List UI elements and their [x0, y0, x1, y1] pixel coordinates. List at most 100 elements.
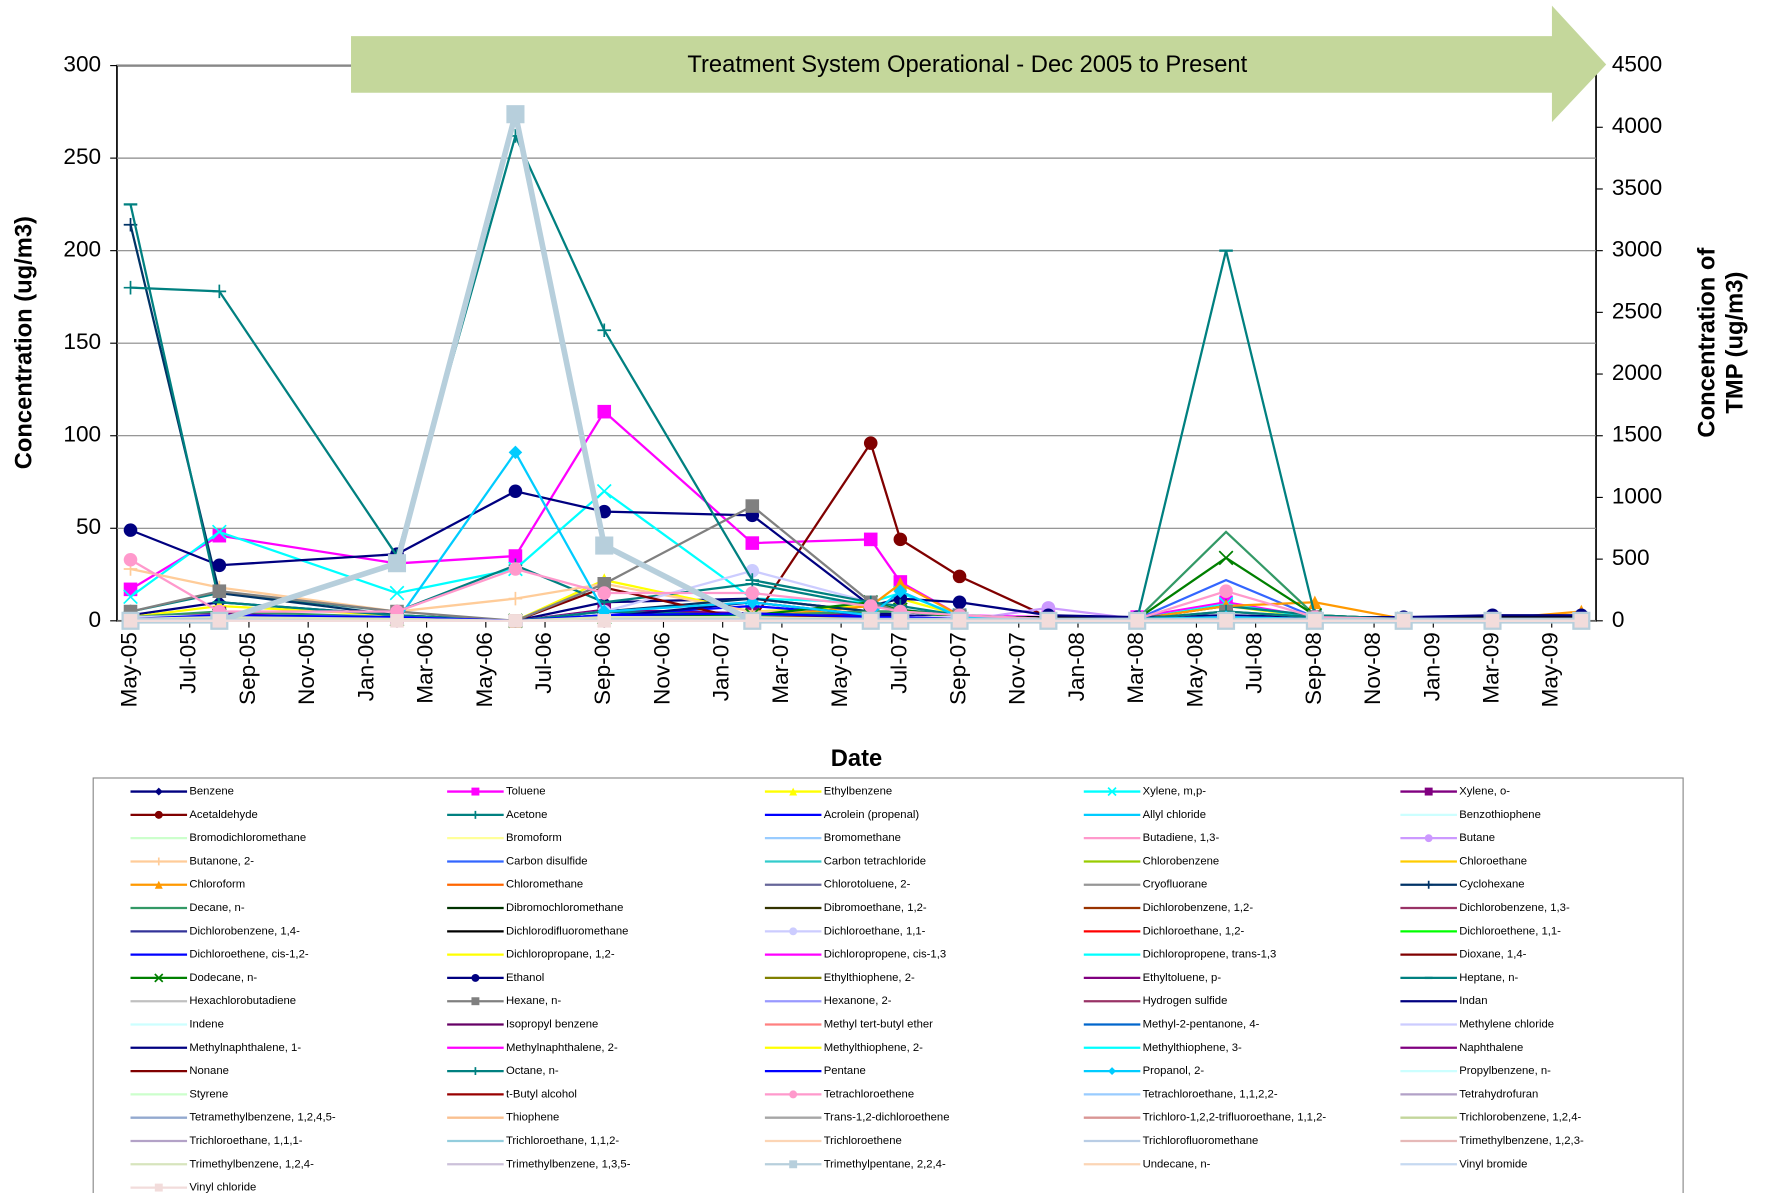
marker: [597, 323, 612, 338]
y2-tick-label: 2500: [1612, 298, 1662, 323]
marker: [863, 532, 878, 547]
marker: [1574, 614, 1589, 628]
y2-tick-label: 2000: [1612, 360, 1662, 385]
legend-label: Tetrachloroethane, 1,1,2,2-: [1143, 1088, 1278, 1100]
legend-label: Undecane, n-: [1143, 1158, 1211, 1170]
legend-label: Dichloroethene, cis-1,2-: [189, 949, 309, 961]
legend-label: Tetrachloroethene: [824, 1088, 914, 1100]
marker: [506, 105, 525, 124]
marker: [508, 562, 523, 576]
legend-label: Chloroethane: [1459, 855, 1527, 867]
legend-label: Indene: [189, 1018, 224, 1030]
legend-label: Indan: [1459, 995, 1487, 1007]
legend-label: Trimethylbenzene, 1,3,5-: [506, 1158, 631, 1170]
legend-label: Propylbenzene, n-: [1459, 1065, 1551, 1077]
marker: [123, 614, 138, 628]
legend-label: Dibromochloromethane: [506, 902, 623, 914]
y-tick-label: 250: [63, 144, 101, 169]
marker: [893, 614, 908, 628]
marker: [154, 880, 163, 889]
marker: [893, 577, 908, 591]
marker: [597, 614, 612, 628]
x-tick-label: Jan-06: [353, 632, 378, 701]
marker: [212, 284, 227, 299]
legend-label: Trans-1,2-dichloroethene: [824, 1112, 950, 1124]
legend-label: Nonane: [189, 1065, 229, 1077]
legend-label: Trimethylpentane, 2,2,4-: [824, 1158, 946, 1170]
x-tick-label: Nov-08: [1360, 632, 1385, 705]
y2-tick-label: 4000: [1612, 113, 1662, 138]
y-tick-label: 150: [63, 329, 101, 354]
y2-axis-title: TMP (ug/m3): [1723, 272, 1749, 414]
legend-label: Chloromethane: [506, 879, 583, 891]
legend-label: Bromoform: [506, 832, 562, 844]
marker: [154, 810, 163, 819]
legend-label: Methylthiophene, 3-: [1143, 1042, 1242, 1054]
legend-label: Acetaldehyde: [189, 809, 257, 821]
x-tick-label: Sep-06: [590, 632, 615, 705]
legend-label: Bromomethane: [824, 832, 901, 844]
x-tick-label: Nov-07: [1005, 632, 1030, 705]
legend-label: Cyclohexane: [1459, 879, 1524, 891]
marker: [212, 584, 227, 598]
legend-label: Methyl-2-pentanone, 4-: [1143, 1018, 1260, 1030]
marker: [863, 599, 878, 613]
legend-label: Naphthalene: [1459, 1042, 1523, 1054]
legend-label: Trichloroethane, 1,1,1-: [189, 1135, 302, 1147]
legend-label: Hexanone, 2-: [824, 995, 892, 1007]
y2-tick-label: 3500: [1612, 175, 1662, 200]
legend-label: Carbon disulfide: [506, 855, 588, 867]
x-tick-label: Mar-08: [1123, 632, 1148, 704]
legend-label: Trichloroethane, 1,1,2-: [506, 1135, 619, 1147]
y2-tick-label: 1000: [1612, 483, 1662, 508]
marker: [1219, 614, 1233, 628]
legend-box: [92, 777, 1684, 1193]
legend-label: Methylthiophene, 2-: [824, 1042, 923, 1054]
marker: [508, 591, 523, 606]
legend-label: Trichloro-1,2,2-trifluoroethane, 1,1,2-: [1143, 1112, 1327, 1124]
x-tick-label: Sep-07: [946, 632, 971, 705]
marker: [745, 614, 760, 628]
marker: [1107, 787, 1117, 797]
y-tick-label: 50: [76, 514, 101, 539]
legend-label: Trimethylbenzene, 1,2,3-: [1459, 1135, 1584, 1147]
legend: Benzene Toluene Ethylbenzene Xylene, m,p- Xy…: [130, 786, 1584, 1193]
legend-label: Styrene: [189, 1088, 228, 1100]
x-tick-label: Jul-07: [886, 632, 911, 694]
legend-label: Dichlorodifluoromethane: [506, 925, 628, 937]
y-tick-label: 200: [63, 237, 101, 262]
marker: [1424, 834, 1433, 843]
legend-label: Octane, n-: [506, 1065, 559, 1077]
x-tick-label: Sep-05: [235, 632, 260, 705]
marker: [597, 504, 612, 519]
legend-label: Tetramethylbenzene, 1,2,4,5-: [189, 1112, 336, 1124]
legend-label: Carbon tetrachloride: [824, 855, 926, 867]
marker: [1424, 787, 1433, 796]
marker: [745, 586, 760, 600]
marker: [123, 280, 138, 295]
marker: [1396, 614, 1411, 628]
legend-label: Dibromoethane, 1,2-: [824, 902, 927, 914]
x-tick-label: May-08: [1182, 632, 1207, 707]
marker: [863, 614, 878, 628]
legend-label: Pentane: [824, 1065, 866, 1077]
marker: [1424, 880, 1433, 889]
marker: [211, 524, 227, 540]
marker: [123, 589, 138, 605]
x-axis-title: Date: [831, 746, 882, 772]
legend-label: Bromodichloromethane: [189, 832, 306, 844]
x-tick-label: Jan-09: [1419, 632, 1444, 701]
legend-label: Methylene chloride: [1459, 1018, 1554, 1030]
marker: [893, 532, 908, 547]
marker: [471, 973, 480, 982]
legend-label: Hexane, n-: [506, 995, 561, 1007]
marker: [789, 1160, 798, 1169]
legend-label: Benzene: [189, 786, 234, 798]
legend-label: Chloroform: [189, 879, 245, 891]
marker: [1219, 584, 1233, 598]
legend-label: Dichloropropene, cis-1,3: [824, 949, 946, 961]
legend-label: Vinyl chloride: [189, 1182, 256, 1193]
marker: [863, 436, 878, 450]
legend-label: Methyl tert-butyl ether: [824, 1018, 933, 1030]
